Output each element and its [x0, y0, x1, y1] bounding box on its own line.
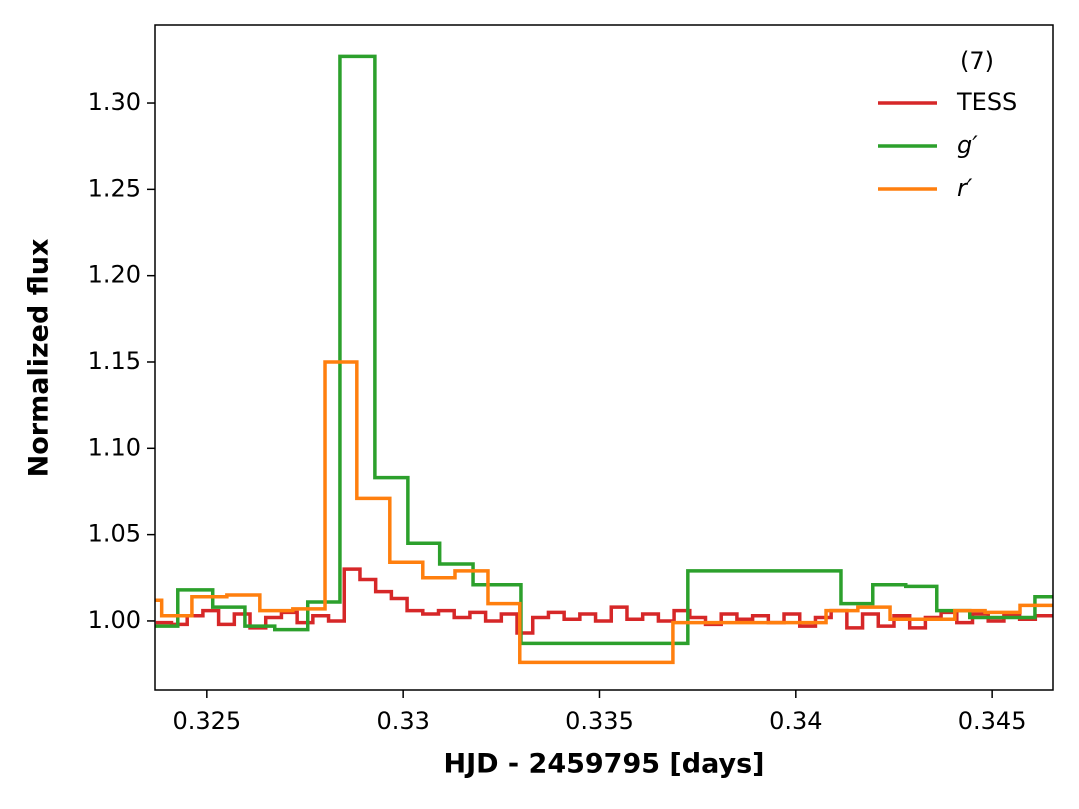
- series-line: [155, 567, 1053, 635]
- y-tick-label: 1.15: [88, 347, 141, 375]
- x-tick-label: 0.325: [172, 707, 241, 735]
- y-axis-label: Normalized flux: [24, 239, 55, 478]
- series-line: [155, 360, 1053, 665]
- x-tick-label: 0.345: [958, 707, 1027, 735]
- legend-title: (7): [960, 47, 994, 75]
- x-tick-label: 0.335: [565, 707, 634, 735]
- y-tick-label: 1.25: [88, 174, 141, 202]
- y-tick-label: 1.10: [88, 433, 141, 461]
- legend-label: g′: [957, 131, 978, 159]
- x-tick-label: 0.34: [769, 707, 822, 735]
- y-tick-label: 1.05: [88, 520, 141, 548]
- plot-frame: [154, 24, 1054, 691]
- series-line: [155, 54, 1053, 646]
- y-tick-label: 1.00: [88, 606, 141, 634]
- y-tick-label: 1.30: [88, 88, 141, 116]
- x-axis-label: HJD - 2459795 [days]: [443, 749, 764, 780]
- y-tick-label: 1.20: [88, 261, 141, 289]
- x-tick-label: 0.33: [376, 707, 429, 735]
- legend-label: r′: [957, 174, 973, 202]
- legend-label: TESS: [956, 88, 1017, 116]
